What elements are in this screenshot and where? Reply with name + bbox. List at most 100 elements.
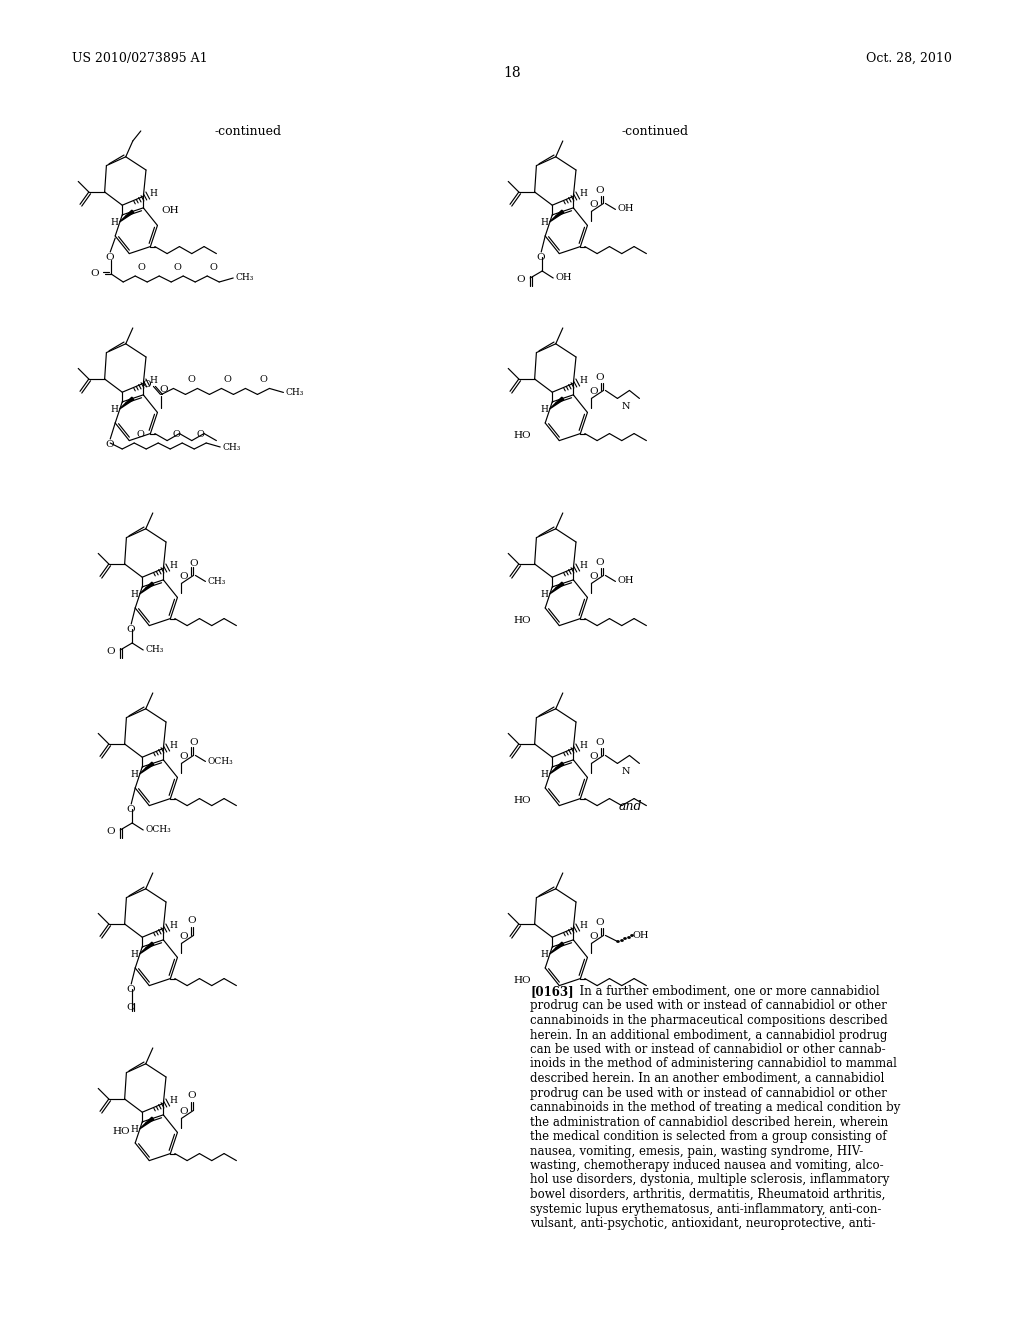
Text: O: O xyxy=(189,738,198,747)
Text: H: H xyxy=(540,950,548,960)
Text: OH: OH xyxy=(617,576,634,585)
Text: nausea, vomiting, emesis, pain, wasting syndrome, HIV-: nausea, vomiting, emesis, pain, wasting … xyxy=(530,1144,863,1158)
Text: H: H xyxy=(150,189,158,198)
Text: OH: OH xyxy=(162,206,179,215)
Text: N: N xyxy=(622,403,630,412)
Text: H: H xyxy=(130,590,138,599)
Text: OCH₃: OCH₃ xyxy=(145,825,171,834)
Text: H: H xyxy=(540,405,548,414)
Text: H: H xyxy=(170,1097,177,1105)
Text: O: O xyxy=(106,647,115,656)
Text: the medical condition is selected from a group consisting of: the medical condition is selected from a… xyxy=(530,1130,887,1143)
Text: HO: HO xyxy=(514,975,531,985)
Text: H: H xyxy=(580,742,588,750)
Text: O: O xyxy=(595,919,604,928)
Text: Oct. 28, 2010: Oct. 28, 2010 xyxy=(866,51,952,65)
Text: O: O xyxy=(142,380,152,389)
Text: H: H xyxy=(150,376,158,385)
Text: O: O xyxy=(173,263,181,272)
Text: H: H xyxy=(580,189,588,198)
Text: vulsant, anti-psychotic, antioxidant, neuroprotective, anti-: vulsant, anti-psychotic, antioxidant, ne… xyxy=(530,1217,876,1230)
Text: O: O xyxy=(259,375,267,384)
Text: O: O xyxy=(160,385,168,395)
Text: O: O xyxy=(187,1092,196,1101)
Text: CH₃: CH₃ xyxy=(236,273,254,282)
Text: O: O xyxy=(595,558,604,568)
Text: H: H xyxy=(580,921,588,931)
Text: N: N xyxy=(622,767,630,776)
Polygon shape xyxy=(550,942,564,954)
Text: cannabinoids in the pharmaceutical compositions described: cannabinoids in the pharmaceutical compo… xyxy=(530,1014,888,1027)
Text: O: O xyxy=(126,985,134,994)
Text: prodrug can be used with or instead of cannabidiol or other: prodrug can be used with or instead of c… xyxy=(530,999,887,1012)
Text: In a further embodiment, one or more cannabidiol: In a further embodiment, one or more can… xyxy=(572,985,880,998)
Text: H: H xyxy=(130,771,138,779)
Text: O: O xyxy=(595,738,604,747)
Polygon shape xyxy=(550,210,564,222)
Text: H: H xyxy=(130,1126,138,1134)
Text: O: O xyxy=(590,201,598,210)
Text: H: H xyxy=(110,218,118,227)
Text: O: O xyxy=(90,268,99,277)
Text: O: O xyxy=(179,1107,188,1117)
Text: O: O xyxy=(189,560,198,569)
Text: US 2010/0273895 A1: US 2010/0273895 A1 xyxy=(72,51,208,65)
Text: H: H xyxy=(130,950,138,960)
Text: H: H xyxy=(170,742,177,750)
Polygon shape xyxy=(139,942,154,954)
Text: O: O xyxy=(209,263,217,272)
Text: 18: 18 xyxy=(503,66,521,81)
Text: O: O xyxy=(187,375,196,384)
Text: and: and xyxy=(618,800,642,813)
Text: the administration of cannabidiol described herein, wherein: the administration of cannabidiol descri… xyxy=(530,1115,888,1129)
Text: O: O xyxy=(590,752,598,762)
Polygon shape xyxy=(139,1117,154,1129)
Text: CH₃: CH₃ xyxy=(208,577,226,586)
Text: prodrug can be used with or instead of cannabidiol or other: prodrug can be used with or instead of c… xyxy=(530,1086,887,1100)
Text: H: H xyxy=(540,771,548,779)
Text: -continued: -continued xyxy=(214,125,282,139)
Polygon shape xyxy=(139,582,154,594)
Text: H: H xyxy=(110,405,118,414)
Text: OCH₃: OCH₃ xyxy=(208,756,233,766)
Text: O: O xyxy=(104,440,114,449)
Text: systemic lupus erythematosus, anti-inflammatory, anti-con-: systemic lupus erythematosus, anti-infla… xyxy=(530,1203,882,1216)
Text: HO: HO xyxy=(514,616,531,624)
Text: hol use disorders, dystonia, multiple sclerosis, inflammatory: hol use disorders, dystonia, multiple sc… xyxy=(530,1173,890,1187)
Text: O: O xyxy=(590,932,598,941)
Text: wasting, chemotherapy induced nausea and vomiting, alco-: wasting, chemotherapy induced nausea and… xyxy=(530,1159,884,1172)
Text: O: O xyxy=(595,186,604,195)
Text: H: H xyxy=(540,590,548,599)
Text: O: O xyxy=(137,263,145,272)
Text: OH: OH xyxy=(617,205,634,213)
Text: O: O xyxy=(126,805,134,814)
Text: O: O xyxy=(197,430,204,440)
Text: inoids in the method of administering cannabidiol to mammal: inoids in the method of administering ca… xyxy=(530,1057,897,1071)
Text: OH: OH xyxy=(633,931,649,940)
Text: H: H xyxy=(170,921,177,931)
Text: O: O xyxy=(179,752,188,762)
Text: cannabinoids in the method of treating a medical condition by: cannabinoids in the method of treating a… xyxy=(530,1101,900,1114)
Text: H: H xyxy=(580,561,588,570)
Text: CH₃: CH₃ xyxy=(286,388,304,397)
Text: O: O xyxy=(104,253,114,261)
Text: O: O xyxy=(136,430,144,440)
Text: HO: HO xyxy=(514,796,531,805)
Polygon shape xyxy=(120,210,134,222)
Polygon shape xyxy=(550,582,564,594)
Text: O: O xyxy=(172,430,180,440)
Polygon shape xyxy=(550,397,564,409)
Text: CH₃: CH₃ xyxy=(145,645,164,655)
Text: -continued: -continued xyxy=(622,125,688,139)
Text: H: H xyxy=(580,376,588,385)
Text: H: H xyxy=(540,218,548,227)
Polygon shape xyxy=(120,397,134,409)
Text: O: O xyxy=(516,275,525,284)
Text: O: O xyxy=(536,253,545,261)
Text: O: O xyxy=(590,388,598,396)
Text: HO: HO xyxy=(514,432,531,440)
Text: O: O xyxy=(590,573,598,581)
Text: O: O xyxy=(179,573,188,581)
Text: O: O xyxy=(595,374,604,383)
Text: HO: HO xyxy=(113,1127,130,1137)
